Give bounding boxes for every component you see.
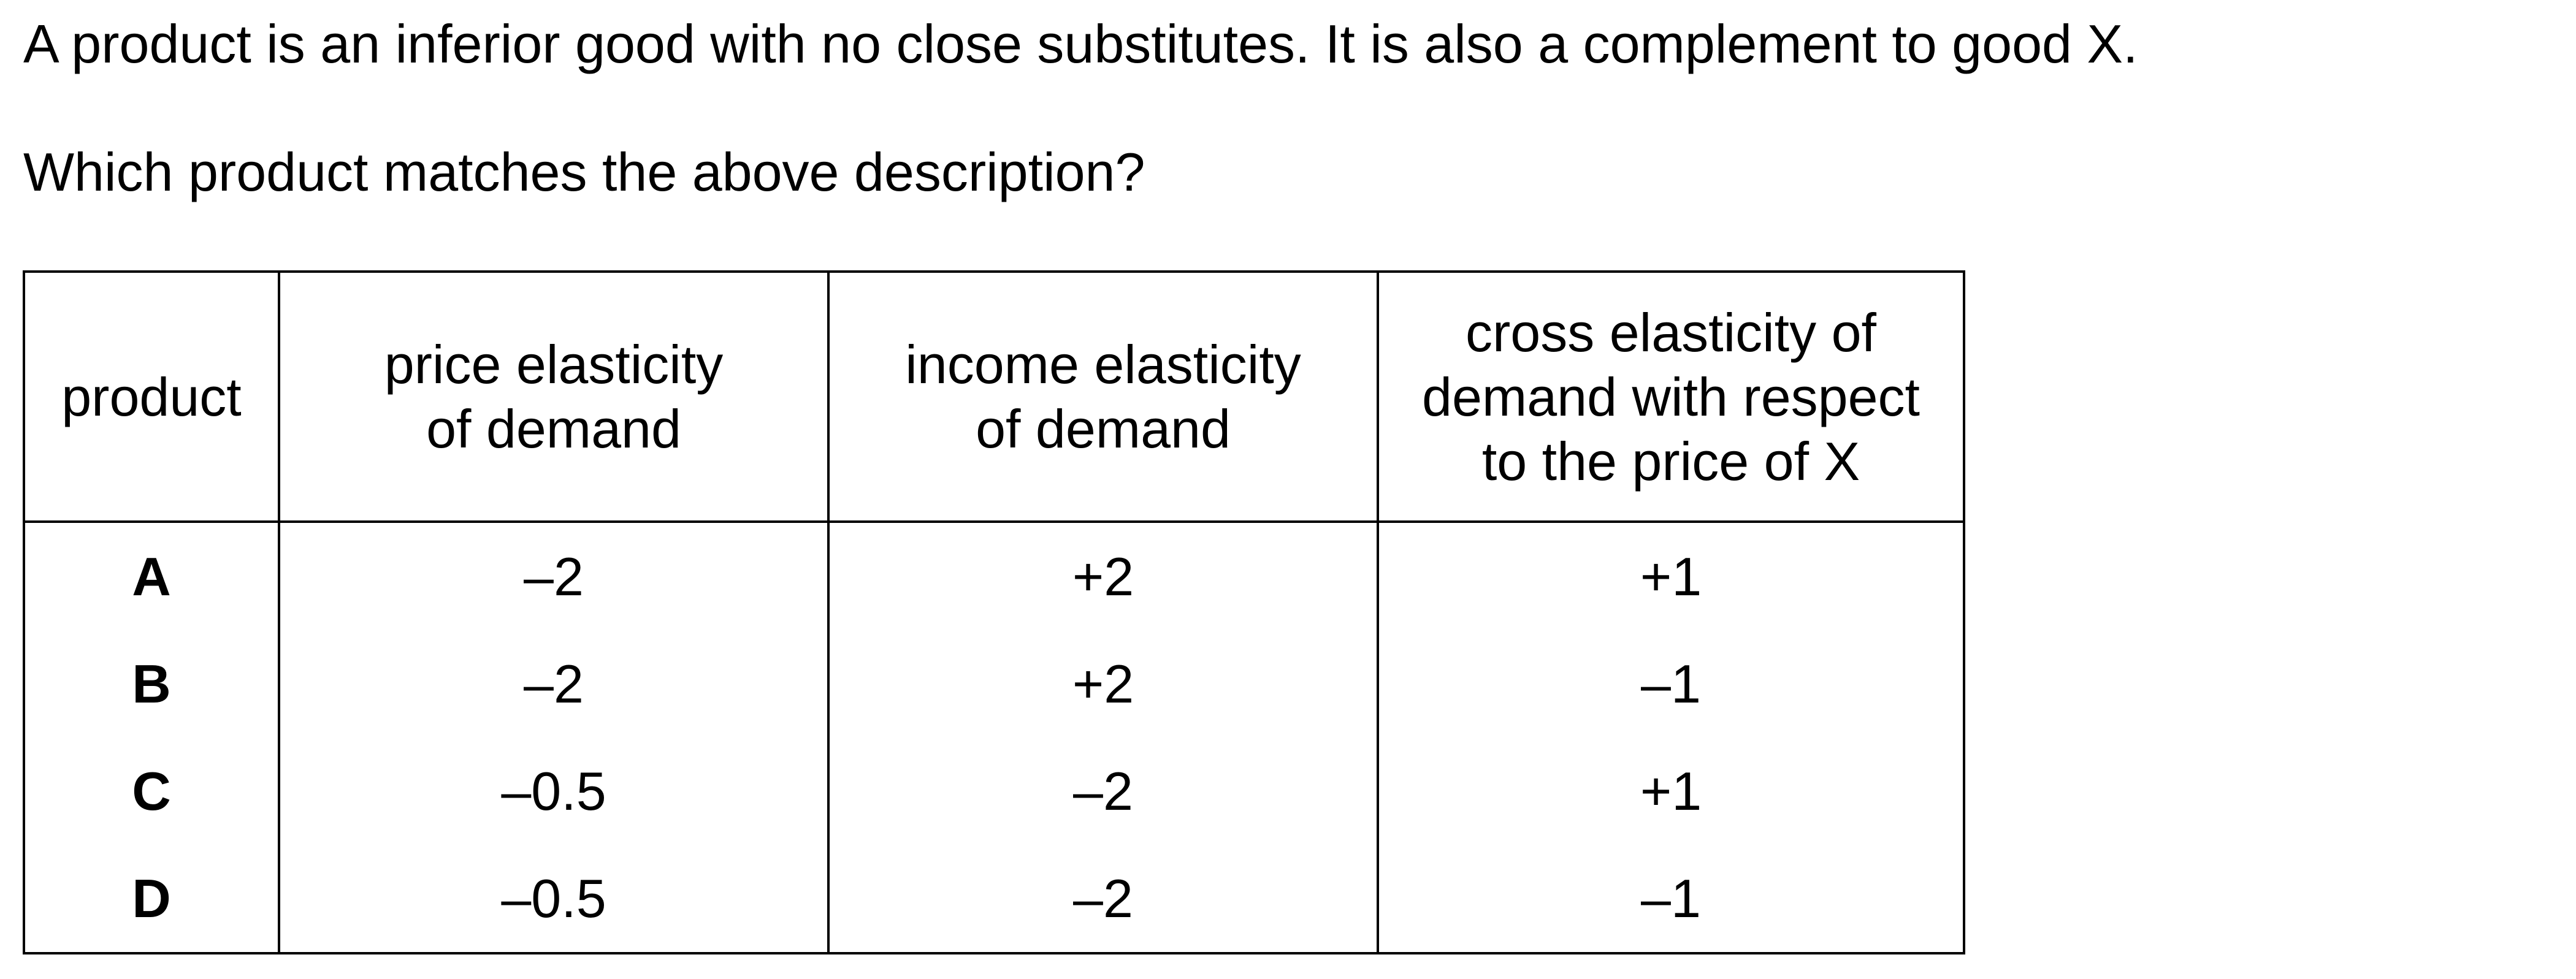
product-cell: A bbox=[23, 522, 280, 630]
cross-elasticity-cell: –1 bbox=[1377, 845, 1965, 954]
table-row: C –0.5 –2 +1 bbox=[23, 737, 1965, 845]
price-elasticity-cell: –0.5 bbox=[278, 845, 830, 954]
income-elasticity-cell: +2 bbox=[827, 630, 1379, 737]
table-header-row: product price elasticity of demand incom… bbox=[23, 270, 1965, 523]
elasticity-table: product price elasticity of demand incom… bbox=[23, 270, 1965, 954]
price-elasticity-cell: –2 bbox=[278, 522, 830, 630]
cross-elasticity-cell: +1 bbox=[1377, 737, 1965, 845]
income-elasticity-cell: –2 bbox=[827, 845, 1379, 954]
cross-elasticity-cell: –1 bbox=[1377, 630, 1965, 737]
cross-elasticity-cell: +1 bbox=[1377, 522, 1965, 630]
income-elasticity-cell: +2 bbox=[827, 522, 1379, 630]
table-row: A –2 +2 +1 bbox=[23, 522, 1965, 630]
question-stem: A product is an inferior good with no cl… bbox=[23, 13, 2138, 74]
header-product: product bbox=[23, 270, 280, 523]
price-elasticity-cell: –0.5 bbox=[278, 737, 830, 845]
header-product-label: product bbox=[61, 366, 242, 427]
table-row: B –2 +2 –1 bbox=[23, 630, 1965, 737]
product-cell: B bbox=[23, 630, 280, 737]
table-row: D –0.5 –2 –1 bbox=[23, 845, 1965, 954]
header-income-elasticity-label: income elasticity of demand bbox=[905, 334, 1301, 459]
product-cell: C bbox=[23, 737, 280, 845]
header-cross-elasticity: cross elasticity of demand with respect … bbox=[1377, 270, 1965, 523]
header-cross-elasticity-label: cross elasticity of demand with respect … bbox=[1422, 302, 1920, 492]
question-prompt: Which product matches the above descript… bbox=[23, 142, 1145, 202]
price-elasticity-cell: –2 bbox=[278, 630, 830, 737]
header-price-elasticity-label: price elasticity of demand bbox=[384, 334, 724, 459]
header-price-elasticity: price elasticity of demand bbox=[278, 270, 830, 523]
product-cell: D bbox=[23, 845, 280, 954]
income-elasticity-cell: –2 bbox=[827, 737, 1379, 845]
header-income-elasticity: income elasticity of demand bbox=[827, 270, 1379, 523]
